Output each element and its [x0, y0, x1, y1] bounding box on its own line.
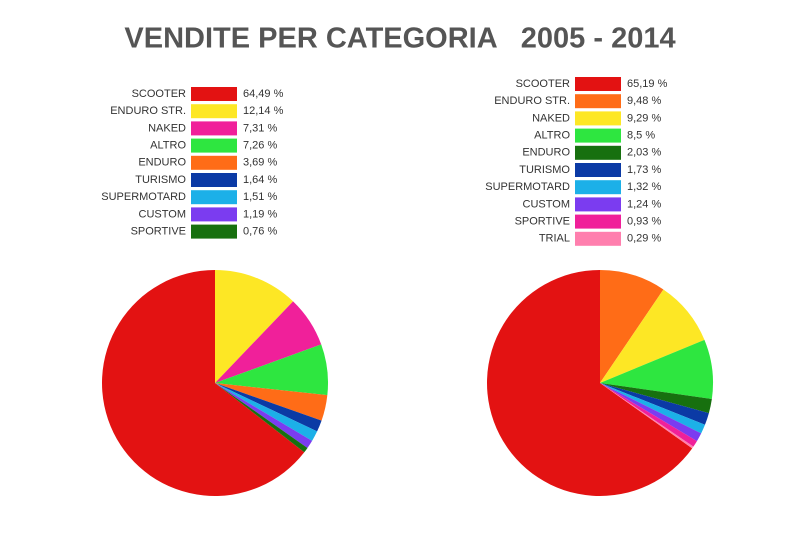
pie-slice [215, 344, 328, 396]
pie-slice [215, 383, 308, 453]
legend-label: SPORTIVE [131, 226, 186, 238]
legend-label: ALTRO [150, 140, 186, 152]
legend-label: CUSTOM [139, 208, 186, 220]
legend-swatch [575, 77, 621, 91]
pie-slice [102, 270, 305, 496]
pie-slice [600, 383, 694, 449]
legend-label: TURISMO [135, 174, 186, 186]
legend-value: 1,51 % [243, 191, 277, 203]
pie-slice [215, 383, 328, 421]
legend-value: 0,29 % [627, 233, 661, 245]
pie-slice [600, 383, 702, 442]
legend-swatch [575, 214, 621, 229]
legend-value: 1,19 % [243, 208, 277, 220]
legend-value: 0,76 % [243, 226, 277, 238]
pie-slice [600, 383, 705, 434]
legend-value: 0,93 % [627, 216, 661, 228]
legend-swatch [575, 145, 621, 160]
legend-value: 7,31 % [243, 122, 277, 134]
legend-value: 65,19 % [627, 78, 668, 90]
pie-slice [487, 270, 693, 496]
pie-slice [600, 339, 713, 400]
legend-swatch [191, 173, 237, 187]
pie-slice [215, 301, 322, 383]
pie-slice [215, 383, 318, 441]
legend-swatch [191, 121, 237, 136]
legend-value: 8,5 % [627, 130, 655, 142]
legend-label: ALTRO [534, 130, 570, 142]
legend-swatch [191, 190, 237, 205]
legend-swatch [575, 128, 621, 143]
legend-label: ENDURO STR. [110, 105, 186, 117]
legend-value: 9,29 % [627, 112, 661, 124]
legend-label: ENDURO [138, 157, 186, 169]
legend-label: SPORTIVE [515, 216, 570, 228]
legend-label: ENDURO STR. [494, 95, 570, 107]
legend-label: NAKED [532, 112, 570, 124]
legend-swatch [575, 180, 621, 195]
legend-label: TRIAL [539, 233, 570, 245]
legend-swatch [191, 207, 237, 222]
legend-swatch [575, 197, 621, 212]
legend-value: 1,32 % [627, 181, 661, 193]
legend-swatch [191, 104, 237, 119]
legend-value: 3,69 % [243, 157, 277, 169]
legend-value: 1,73 % [627, 164, 661, 176]
legend-value: 12,14 % [243, 105, 284, 117]
legend-label: NAKED [148, 122, 186, 134]
legend-label: SUPERMOTARD [101, 191, 186, 203]
pie-slice [600, 270, 664, 383]
pie-slice [215, 383, 322, 432]
pie-slice [600, 289, 705, 383]
legend-label: CUSTOM [523, 198, 570, 210]
legend-value: 2,03 % [627, 147, 661, 159]
legend-swatch [191, 224, 237, 239]
legend-swatch [191, 87, 237, 101]
legend-value: 1,64 % [243, 174, 277, 186]
legend-value: 9,48 % [627, 95, 661, 107]
legend-value: 7,26 % [243, 140, 277, 152]
pie-slice [600, 383, 709, 425]
legend-label: ENDURO [522, 147, 570, 159]
legend-swatch [575, 111, 621, 126]
legend-value: 64,49 % [243, 88, 284, 100]
legend-label: TURISMO [519, 164, 570, 176]
legend-swatch [191, 138, 237, 153]
pie-slice [215, 270, 294, 383]
legend-label: SCOOTER [516, 78, 570, 90]
pie-slice [215, 383, 313, 448]
chart-title: VENDITE PER CATEGORIA 2005 - 2014 [124, 23, 675, 55]
legend-label: SUPERMOTARD [485, 181, 570, 193]
legend-label: SCOOTER [132, 88, 186, 100]
legend-swatch [575, 231, 621, 246]
legend-swatch [191, 155, 237, 170]
legend-swatch [575, 163, 621, 177]
legend-swatch [575, 94, 621, 109]
pie-slice [600, 383, 712, 414]
pie-slice [600, 383, 697, 447]
legend-value: 1,24 % [627, 198, 661, 210]
